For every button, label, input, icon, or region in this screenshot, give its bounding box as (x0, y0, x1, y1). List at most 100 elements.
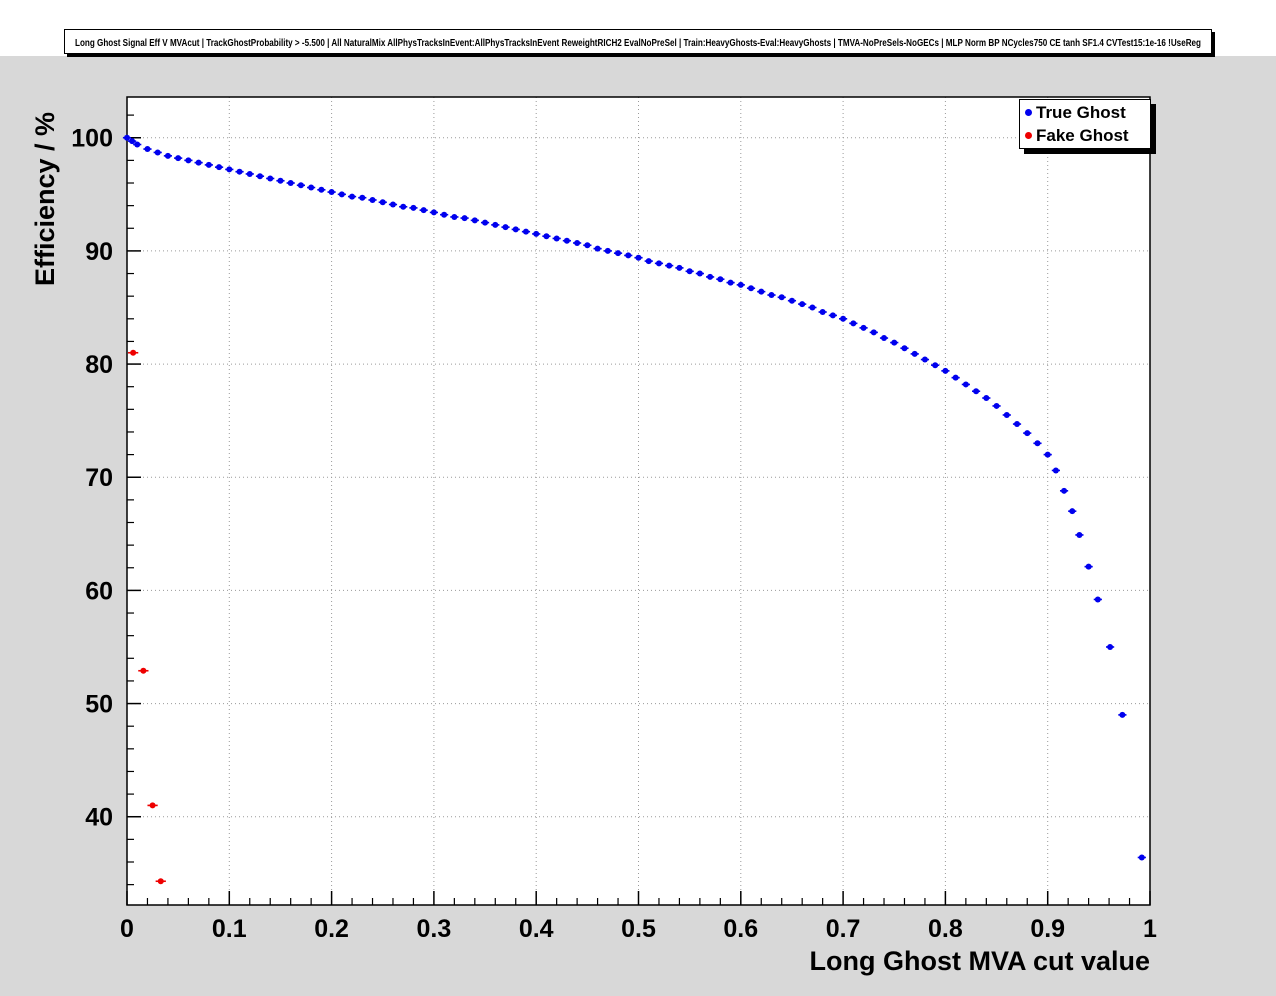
data-point-marker (717, 276, 724, 283)
x-tick-label: 0.7 (826, 915, 861, 943)
data-point-marker (328, 189, 335, 196)
y-tick-label: 60 (85, 577, 113, 605)
data-point-marker (819, 309, 826, 316)
data-point-marker (594, 245, 601, 252)
data-point-marker (768, 292, 775, 299)
data-point-marker (829, 312, 836, 319)
data-point-marker (1076, 531, 1083, 538)
data-point-marker (615, 250, 622, 257)
x-tick-label: 1 (1143, 915, 1157, 943)
data-point-marker (1044, 451, 1051, 458)
data-point-marker (584, 242, 591, 249)
data-point-marker (1069, 508, 1076, 515)
data-point-marker (983, 395, 990, 402)
plot-title-text: Long Ghost Signal Eff V MVAcut | TrackGh… (75, 37, 1201, 49)
x-tick-label: 0.8 (928, 915, 963, 943)
data-point-marker (993, 402, 1000, 409)
data-point-marker (140, 667, 147, 674)
x-tick-label: 0 (120, 915, 134, 943)
data-point-marker (1052, 467, 1059, 474)
y-tick-label: 90 (85, 238, 113, 266)
data-point-marker (124, 134, 130, 141)
data-point-marker (185, 157, 192, 164)
data-point-marker (840, 315, 847, 322)
data-point-marker (205, 161, 212, 168)
data-point-marker (461, 215, 468, 222)
data-point-marker (604, 247, 611, 254)
data-point-marker (686, 268, 693, 275)
data-point-marker (522, 228, 529, 235)
data-point-marker (154, 149, 161, 156)
x-tick-label: 0.3 (417, 915, 452, 943)
y-axis-title: Efficiency / % (30, 111, 60, 286)
data-point-marker (1061, 487, 1068, 494)
data-point-marker (707, 273, 714, 280)
y-tick-label: 100 (71, 125, 113, 153)
data-point-marker (236, 168, 243, 175)
data-point-marker (349, 193, 356, 200)
data-point-marker (318, 186, 325, 193)
data-point-marker (1003, 411, 1010, 418)
data-point-marker (748, 285, 755, 292)
data-point-marker (962, 381, 969, 388)
data-point-marker (144, 146, 151, 153)
data-point-marker (911, 350, 918, 357)
data-point-marker (226, 166, 233, 173)
plot-title-svg: Long Ghost Signal Eff V MVAcut | TrackGh… (75, 37, 1201, 49)
data-point-marker (277, 177, 284, 184)
legend-entry-label: Fake Ghost (1036, 125, 1129, 145)
data-point-marker (379, 199, 386, 206)
legend-marker-dot (1025, 109, 1032, 116)
y-tick-label: 40 (85, 804, 113, 832)
data-point-marker (666, 262, 673, 269)
data-point-marker (870, 329, 877, 336)
data-point-marker (512, 226, 519, 233)
data-point-marker (359, 194, 366, 201)
data-point-marker (297, 182, 304, 189)
data-point-marker (778, 294, 785, 301)
data-point-marker (1014, 421, 1021, 428)
x-axis-title: Long Ghost MVA cut value (809, 946, 1150, 976)
data-point-marker (727, 279, 734, 286)
data-point-marker (676, 264, 683, 271)
data-point-marker (921, 356, 928, 363)
data-point-marker (563, 237, 570, 244)
data-point-marker (1034, 440, 1041, 447)
data-point-marker (533, 230, 540, 237)
data-point-marker (195, 159, 202, 166)
data-point-marker (369, 196, 376, 203)
data-point-marker (441, 211, 448, 218)
legend-entry: True Ghost (1020, 101, 1150, 124)
data-point-marker (696, 270, 703, 277)
y-tick-label: 80 (85, 351, 113, 379)
legend-marker-dot (1025, 132, 1032, 139)
legend-entry: Fake Ghost (1020, 124, 1150, 147)
data-point-marker (799, 301, 806, 308)
x-tick-label: 0.1 (212, 915, 247, 943)
data-point-marker (420, 207, 427, 214)
data-point-marker (881, 335, 888, 342)
data-point-marker (553, 235, 560, 242)
data-point-marker (338, 191, 345, 198)
data-point-marker (502, 224, 509, 231)
data-point-marker (574, 239, 581, 246)
data-point-marker (973, 388, 980, 395)
data-point-marker (891, 339, 898, 346)
data-point-marker (635, 254, 642, 261)
data-point-marker (175, 155, 182, 162)
x-tick-label: 0.6 (723, 915, 758, 943)
data-point-marker (308, 184, 315, 191)
data-point-marker (267, 175, 274, 182)
data-point-marker (788, 297, 795, 304)
data-point-marker (164, 152, 171, 159)
data-point-marker (1094, 596, 1101, 603)
y-tick-label: 70 (85, 464, 113, 492)
data-point-marker (1119, 711, 1126, 718)
data-point-marker (482, 219, 489, 226)
y-tick-label: 50 (85, 691, 113, 719)
data-point-marker (157, 878, 164, 885)
data-point-marker (1024, 430, 1031, 437)
data-point-marker (410, 204, 417, 211)
